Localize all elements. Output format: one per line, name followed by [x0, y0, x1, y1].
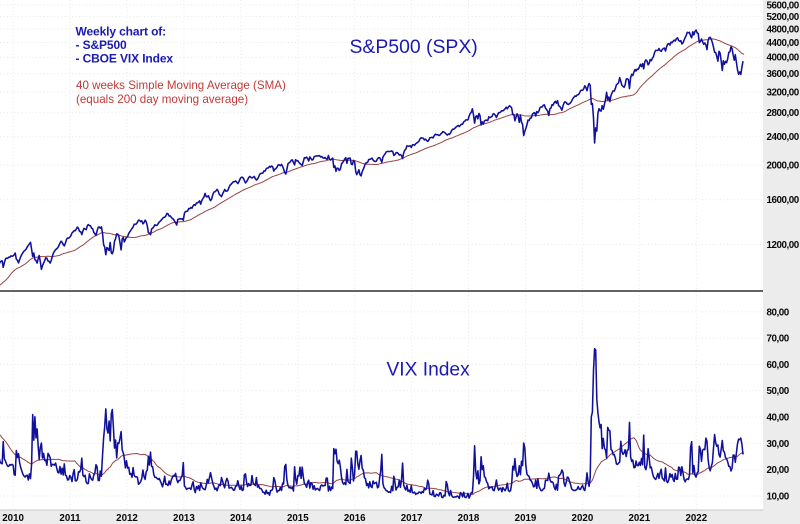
- svg-text:2400,00: 2400,00: [767, 132, 800, 143]
- svg-text:30,00: 30,00: [767, 439, 790, 450]
- svg-text:4000,00: 4000,00: [767, 53, 800, 64]
- svg-text:- S&P500: - S&P500: [76, 38, 128, 52]
- svg-text:10,00: 10,00: [767, 491, 790, 502]
- svg-text:- CBOE VIX Index: - CBOE VIX Index: [76, 51, 174, 65]
- svg-text:2800,00: 2800,00: [767, 108, 800, 119]
- svg-text:2013: 2013: [173, 513, 195, 524]
- svg-text:VIX Index: VIX Index: [387, 360, 471, 381]
- svg-text:3200,00: 3200,00: [767, 87, 800, 98]
- svg-text:5600,00: 5600,00: [767, 0, 800, 11]
- svg-text:80,00: 80,00: [767, 307, 790, 318]
- svg-text:20,00: 20,00: [767, 465, 790, 476]
- svg-text:2021: 2021: [628, 513, 650, 524]
- svg-text:1600,00: 1600,00: [767, 195, 800, 206]
- svg-text:1200,00: 1200,00: [767, 240, 800, 251]
- svg-text:2020: 2020: [572, 513, 594, 524]
- svg-text:2010: 2010: [2, 513, 24, 524]
- svg-text:S&P500 (SPX): S&P500 (SPX): [350, 36, 478, 58]
- svg-text:2017: 2017: [401, 513, 423, 524]
- svg-text:4800,00: 4800,00: [767, 24, 800, 35]
- svg-text:2022: 2022: [685, 513, 707, 524]
- svg-text:(equals 200 day moving average: (equals 200 day moving average): [76, 93, 248, 106]
- svg-text:2016: 2016: [344, 513, 366, 524]
- svg-text:3600,00: 3600,00: [767, 69, 800, 80]
- svg-text:60,00: 60,00: [767, 360, 790, 371]
- svg-text:2019: 2019: [515, 513, 537, 524]
- svg-text:2011: 2011: [59, 513, 81, 524]
- svg-text:70,00: 70,00: [767, 334, 790, 345]
- svg-text:2015: 2015: [287, 513, 309, 524]
- svg-text:2014: 2014: [230, 513, 252, 524]
- svg-text:50,00: 50,00: [767, 386, 790, 397]
- svg-text:Weekly chart of:: Weekly chart of:: [76, 25, 167, 39]
- svg-text:2012: 2012: [116, 513, 138, 524]
- svg-text:40 weeks Simple Moving Average: 40 weeks Simple Moving Average (SMA): [76, 79, 286, 92]
- svg-text:2018: 2018: [458, 513, 480, 524]
- svg-text:5200,00: 5200,00: [767, 12, 800, 23]
- svg-text:2000,00: 2000,00: [767, 161, 800, 172]
- svg-text:4400,00: 4400,00: [767, 38, 800, 49]
- svg-text:40,00: 40,00: [767, 413, 790, 424]
